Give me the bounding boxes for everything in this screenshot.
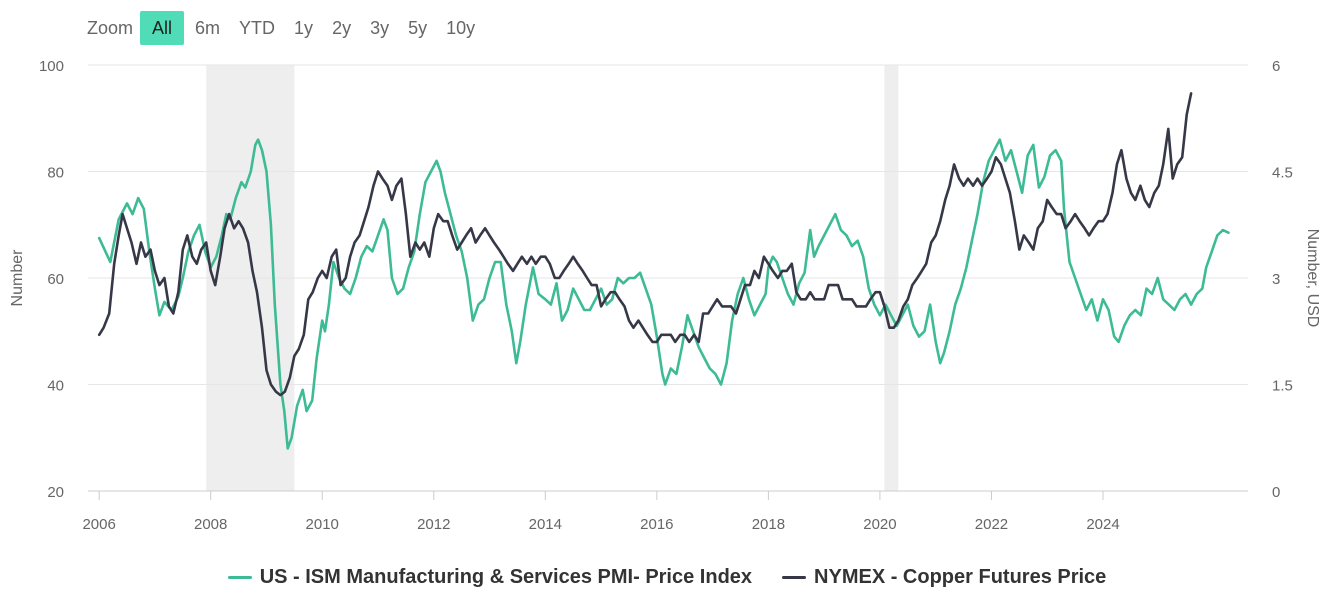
- zoom-10y-button[interactable]: 10y: [446, 18, 476, 38]
- legend-swatch-copper: [782, 576, 807, 579]
- zoom-all-button[interactable]: All: [140, 11, 185, 45]
- zoom-5y-button[interactable]: 5y: [408, 18, 428, 38]
- legend-swatch-pmi: [227, 576, 252, 579]
- zoom-ytd-button[interactable]: YTD: [239, 18, 276, 38]
- left-tick-label: 60: [47, 271, 64, 288]
- right-tick-label: 0: [1272, 484, 1280, 501]
- zoom-label: Zoom: [87, 17, 134, 38]
- left-axis-title: Number: [9, 249, 26, 307]
- legend: US - ISM Manufacturing & Services PMI- P…: [0, 566, 1334, 589]
- legend-label-copper: NYMEX - Copper Futures Price: [814, 566, 1107, 588]
- x-tick-label: 2008: [194, 516, 227, 533]
- x-tick-label: 2024: [1086, 516, 1119, 533]
- right-axis-title: Number, USD: [1304, 229, 1321, 328]
- left-tick-label: 20: [47, 484, 64, 501]
- left-tick-label: 40: [47, 378, 64, 395]
- right-tick-label: 6: [1272, 58, 1280, 75]
- line-chart[interactable]: 100 80 60 40 20 6 4.5 3 1.5 0 2006 2008 2010 2012 2014…: [0, 0, 1334, 560]
- copper-series-line[interactable]: [97, 92, 1193, 397]
- right-tick-label: 1.5: [1272, 378, 1293, 395]
- legend-item-pmi[interactable]: US - ISM Manufacturing & Services PMI- P…: [227, 566, 753, 589]
- left-tick-label: 80: [47, 165, 64, 182]
- zoom-2y-button[interactable]: 2y: [332, 18, 352, 38]
- zoom-3y-button[interactable]: 3y: [370, 18, 390, 38]
- x-tick-label: 2020: [863, 516, 896, 533]
- zoom-bar: Zoom All 6m YTD 1y 2y 3y 5y 10y: [80, 11, 486, 45]
- x-tick-label: 2022: [975, 516, 1008, 533]
- zoom-6m-button[interactable]: 6m: [195, 18, 221, 38]
- right-tick-label: 3: [1272, 271, 1280, 288]
- pmi-series-line[interactable]: [97, 138, 1230, 450]
- x-tick-label: 2014: [529, 516, 562, 533]
- x-tick-label: 2018: [752, 516, 785, 533]
- right-tick-label: 4.5: [1272, 165, 1293, 182]
- left-tick-label: 100: [39, 58, 64, 75]
- x-tick-label: 2016: [640, 516, 673, 533]
- zoom-1y-button[interactable]: 1y: [294, 18, 314, 38]
- legend-item-copper[interactable]: NYMEX - Copper Futures Price: [782, 566, 1106, 589]
- x-tick-label: 2010: [306, 516, 339, 533]
- x-tick-label: 2006: [82, 516, 115, 533]
- x-tick-label: 2012: [417, 516, 450, 533]
- legend-label-pmi: US - ISM Manufacturing & Services PMI- P…: [259, 566, 753, 588]
